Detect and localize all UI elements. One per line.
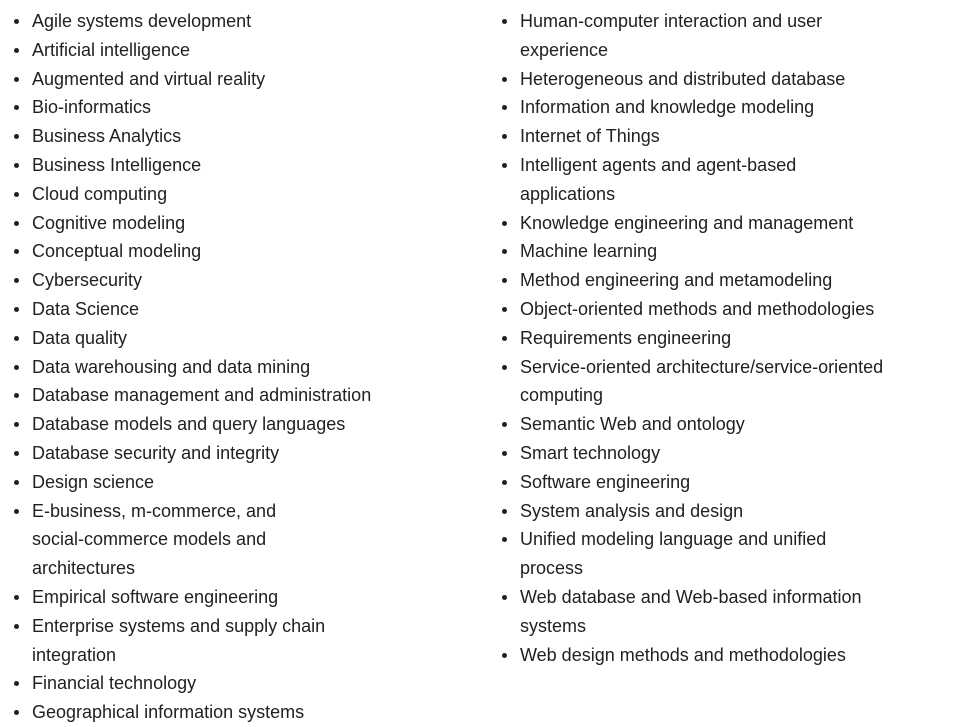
- list-item: Empirical software engineering: [14, 583, 474, 612]
- list-item: Software engineering: [502, 468, 902, 497]
- list-item: Knowledge engineering and management: [502, 209, 902, 238]
- bullet-icon: [502, 652, 507, 658]
- list-item: Agile systems development: [14, 7, 474, 36]
- bullet-icon: [14, 422, 19, 428]
- bullet-icon: [14, 479, 19, 485]
- bullet-icon: [14, 19, 19, 24]
- list-item: Artificial intelligence: [14, 36, 474, 65]
- bullet-icon: [14, 220, 19, 226]
- bullet-icon: [502, 76, 507, 82]
- list-item: Database models and query languages: [14, 410, 474, 439]
- bullet-icon: [14, 623, 19, 629]
- bullet-icon: [502, 479, 507, 485]
- bullet-icon: [14, 249, 19, 255]
- list-item: Bio-informatics: [14, 93, 474, 122]
- bullet-icon: [14, 306, 19, 312]
- list-item: Information and knowledge modeling: [502, 93, 902, 122]
- list-item: Business Analytics: [14, 122, 474, 151]
- bullet-icon: [14, 191, 19, 197]
- list-item: Database management and administration: [14, 381, 474, 410]
- list-item: Design science: [14, 468, 474, 497]
- bullet-icon: [14, 105, 19, 111]
- bullet-icon: [14, 508, 19, 514]
- list-item: Data warehousing and data mining: [14, 353, 474, 382]
- bullet-icon: [14, 450, 19, 456]
- bullet-icon: [14, 134, 19, 140]
- list-item: System analysis and design: [502, 497, 902, 526]
- list-item: Requirements engineering: [502, 324, 902, 353]
- list-item: Enterprise systems and supply chain inte…: [14, 612, 332, 670]
- bullet-icon: [502, 249, 507, 255]
- list-item: Object-oriented methods and methodologie…: [502, 295, 902, 324]
- bullet-icon: [502, 537, 507, 543]
- list-item: Method engineering and metamodeling: [502, 266, 902, 295]
- list-item: Data quality: [14, 324, 474, 353]
- bullet-icon: [14, 594, 19, 600]
- list-item: Cloud computing: [14, 180, 474, 209]
- list-item: Geographical information systems: [14, 698, 474, 727]
- list-item: Human-computer interaction and user expe…: [502, 7, 830, 65]
- bullet-icon: [14, 681, 19, 687]
- bullet-icon: [14, 162, 19, 168]
- bullet-icon: [502, 306, 507, 312]
- bullet-icon: [502, 364, 507, 370]
- bullet-icon: [502, 220, 507, 226]
- bullet-icon: [502, 335, 507, 341]
- list-item: E-business, m-commerce, and social-comme…: [14, 497, 332, 583]
- list-item: Database security and integrity: [14, 439, 474, 468]
- list-item: Augmented and virtual reality: [14, 65, 474, 94]
- topic-list-right: Human-computer interaction and user expe…: [502, 7, 902, 669]
- bullet-icon: [14, 364, 19, 370]
- bullet-icon: [502, 508, 507, 514]
- bullet-icon: [14, 76, 19, 82]
- list-item: Web database and Web-based information s…: [502, 583, 870, 641]
- bullet-icon: [502, 162, 507, 168]
- list-item: Internet of Things: [502, 122, 902, 151]
- list-item: Financial technology: [14, 669, 474, 698]
- bullet-icon: [14, 710, 19, 716]
- list-item: Heterogeneous and distributed database: [502, 65, 902, 94]
- list-item: Smart technology: [502, 439, 902, 468]
- bullet-icon: [502, 105, 507, 111]
- list-item: Cognitive modeling: [14, 209, 474, 238]
- list-item: Service-oriented architecture/service-or…: [502, 353, 890, 411]
- bullet-icon: [14, 393, 19, 399]
- list-item: Business Intelligence: [14, 151, 474, 180]
- bullet-icon: [502, 450, 507, 456]
- bullet-icon: [502, 594, 507, 600]
- list-item: Semantic Web and ontology: [502, 410, 902, 439]
- bullet-icon: [14, 335, 19, 341]
- bullet-icon: [502, 134, 507, 140]
- list-item: Cybersecurity: [14, 266, 474, 295]
- topic-list-left: Agile systems development Artificial int…: [14, 7, 474, 727]
- list-item: Unified modeling language and unified pr…: [502, 525, 840, 583]
- list-item: Machine learning: [502, 237, 902, 266]
- list-item: Conceptual modeling: [14, 237, 474, 266]
- list-item: Intelligent agents and agent-based appli…: [502, 151, 810, 209]
- bullet-icon: [14, 278, 19, 284]
- bullet-icon: [502, 422, 507, 428]
- list-item: Web design methods and methodologies: [502, 641, 902, 670]
- list-item: Data Science: [14, 295, 474, 324]
- bullet-icon: [14, 47, 19, 53]
- bullet-icon: [502, 278, 507, 284]
- bullet-icon: [502, 19, 507, 24]
